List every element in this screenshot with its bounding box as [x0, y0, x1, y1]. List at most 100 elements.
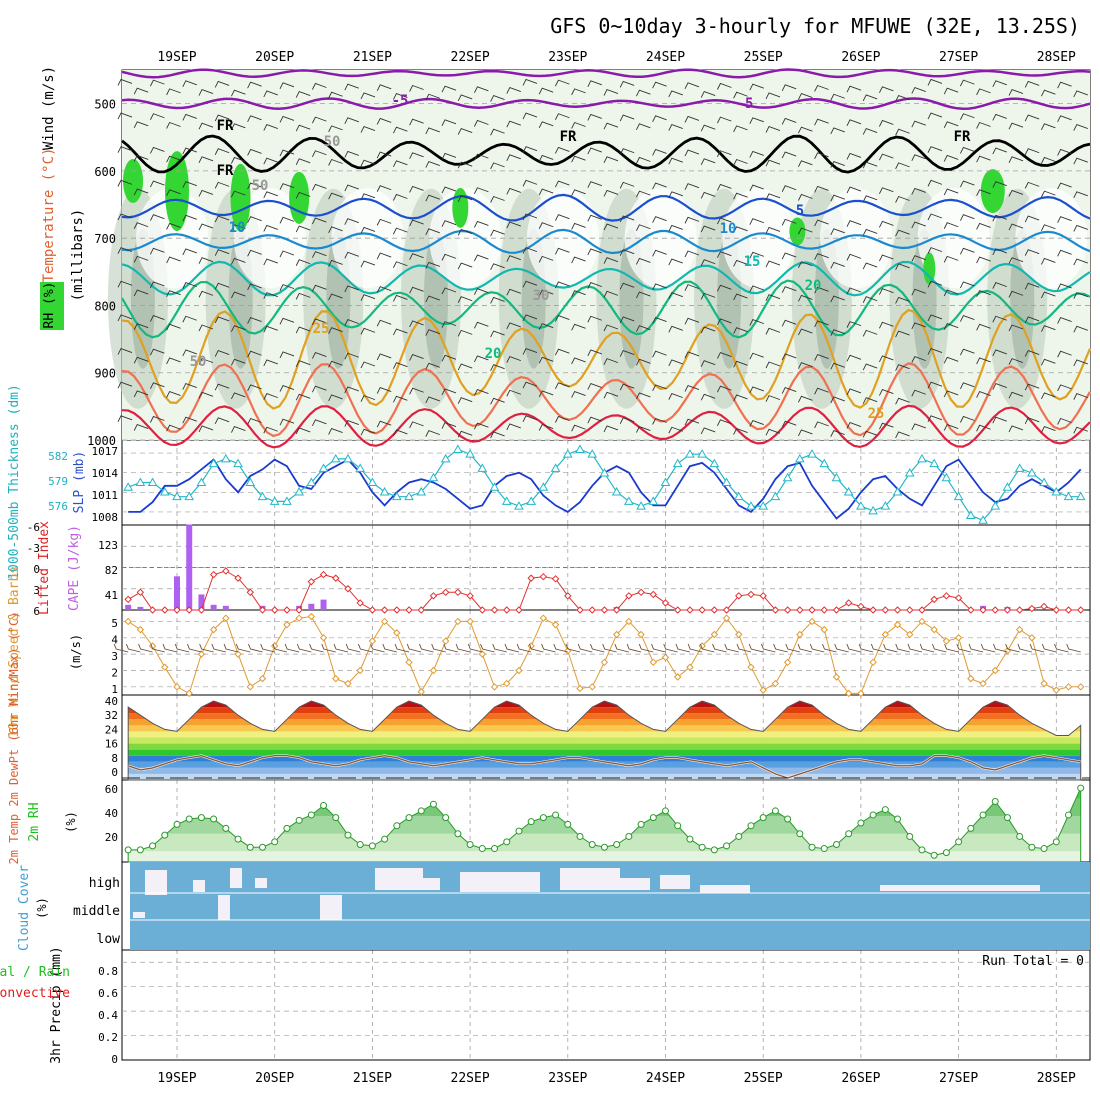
rh2m-panel: 604020: [105, 781, 1090, 868]
meteogram-svg: GFS 0~10day 3-hourly for MFUWE (32E, 13.…: [0, 0, 1100, 1100]
ylabel-p: (millibars): [70, 209, 86, 302]
ylabel-rh2m-unit: (%): [64, 811, 78, 833]
wind-speed-point: [1078, 684, 1084, 690]
rh-point: [247, 844, 253, 850]
ylabel-rh2m: 2m RH: [27, 802, 42, 841]
contour-label: 25: [868, 406, 885, 422]
wind-speed-point: [369, 638, 375, 644]
thickness-point: [723, 479, 731, 486]
contour-label: 50: [252, 178, 269, 194]
contour-label: FR: [217, 118, 234, 134]
rh-point: [601, 844, 607, 850]
rh-point: [369, 843, 375, 849]
rh-point: [235, 836, 241, 842]
rh-point: [272, 839, 278, 845]
ylabel-temp: Temperature (°C): [41, 148, 57, 283]
cape-bar: [174, 576, 180, 610]
wind10-barb: [969, 644, 983, 652]
wind-speed-point: [1041, 681, 1047, 687]
lifted-index-point: [1053, 607, 1059, 613]
lifted-index-point: [516, 607, 522, 613]
rh-point: [198, 815, 204, 821]
date-label-top: 24SEP: [646, 50, 685, 65]
wind-speed-point: [235, 651, 241, 657]
lifted-index-point: [809, 607, 815, 613]
cloud-gap: [460, 872, 540, 892]
date-label-bottom: 24SEP: [646, 1071, 685, 1086]
wind-speed-point: [650, 659, 656, 665]
slp-tick: 1008: [92, 511, 119, 524]
wind-speed-point: [259, 676, 265, 682]
rh-point: [443, 815, 449, 821]
cloud-gap: [145, 870, 167, 895]
rh-point: [137, 847, 143, 853]
upper-air-panel: -5 -5510 101520202525FRFRFRFR3050505050060…: [87, 70, 1090, 449]
wind10-barb: [835, 644, 849, 652]
cloud-gap: [255, 878, 267, 888]
lifted-index-point: [406, 607, 412, 613]
rh-point: [492, 846, 498, 852]
rh-tick: 20: [105, 831, 118, 844]
rh-point: [357, 842, 363, 848]
wind10-barb: [908, 644, 922, 652]
lifted-index-point: [711, 607, 717, 613]
lifted-index-point: [1017, 607, 1023, 613]
rh-point: [1017, 833, 1023, 839]
thickness-point: [710, 460, 718, 467]
rh-point: [418, 808, 424, 814]
contour-label: 20: [805, 278, 822, 294]
rh-point: [675, 823, 681, 829]
rh-point: [931, 852, 937, 858]
rh-point: [785, 816, 791, 822]
rh-point: [882, 807, 888, 813]
temp-band: [122, 738, 1090, 744]
rh-tick: 40: [105, 807, 118, 820]
wind-speed-point: [663, 654, 669, 660]
lifted-index-point: [528, 575, 534, 581]
slp-tick: 1011: [92, 489, 119, 502]
legend-total: Total / Rain: [0, 965, 70, 980]
contour-label: -5: [737, 96, 754, 112]
p-tick: 900: [94, 367, 116, 381]
cloud-gap: [560, 868, 620, 890]
wind-speed-point: [821, 627, 827, 633]
cloud-gap: [133, 912, 145, 918]
contour-label: 5: [796, 203, 804, 219]
slp-tick: 1014: [92, 467, 119, 480]
rh-point: [1029, 844, 1035, 850]
wind10-barb: [676, 644, 690, 652]
lifted-index-point: [650, 591, 656, 597]
precip-tick: 0.8: [98, 965, 118, 978]
cloud-gap: [620, 878, 650, 890]
ylabel-slp: SLP (mb): [72, 451, 87, 514]
slp-tick: 1017: [92, 445, 119, 458]
temp-band: [122, 768, 1090, 774]
panel-frame: [122, 610, 1090, 695]
wind-speed-point: [553, 622, 559, 628]
wind10-barb: [285, 644, 299, 652]
ylabel-wind10-unit: (m/s): [69, 634, 83, 670]
cape-tick: 41: [105, 589, 118, 602]
rh-point: [968, 825, 974, 831]
ylabel-rh: RH (%): [42, 282, 57, 329]
cloud-gap: [660, 875, 690, 889]
ylabel-thickness: 1000-500mb Thickness (dm): [7, 384, 22, 580]
thickness-point: [442, 455, 450, 462]
ylabel-temp2m: 2m Temp 2m DewPt (6hr Min/Max) (°C): [7, 612, 21, 865]
rh-point: [174, 821, 180, 827]
contour-label: 15: [744, 254, 761, 270]
legend-convective: Convective: [0, 986, 70, 1001]
wind-speed-point: [1029, 635, 1035, 641]
ylabel-precip: 3hr Precip (mm): [49, 946, 64, 1063]
lifted-index-point: [504, 607, 510, 613]
rh-point: [577, 833, 583, 839]
rh-point: [650, 815, 656, 821]
contour-label: 25: [313, 321, 330, 337]
rh-point: [406, 815, 412, 821]
date-labels-top: 19SEP 20SEP 21SEP 22SEP 23SEP 24SEP 25SEP 26SEP…: [157, 50, 1076, 65]
wind-speed-point: [772, 681, 778, 687]
rh-point: [1078, 785, 1084, 791]
rh-point: [736, 833, 742, 839]
lifted-index-point: [675, 607, 681, 613]
cape-bar: [211, 605, 217, 610]
